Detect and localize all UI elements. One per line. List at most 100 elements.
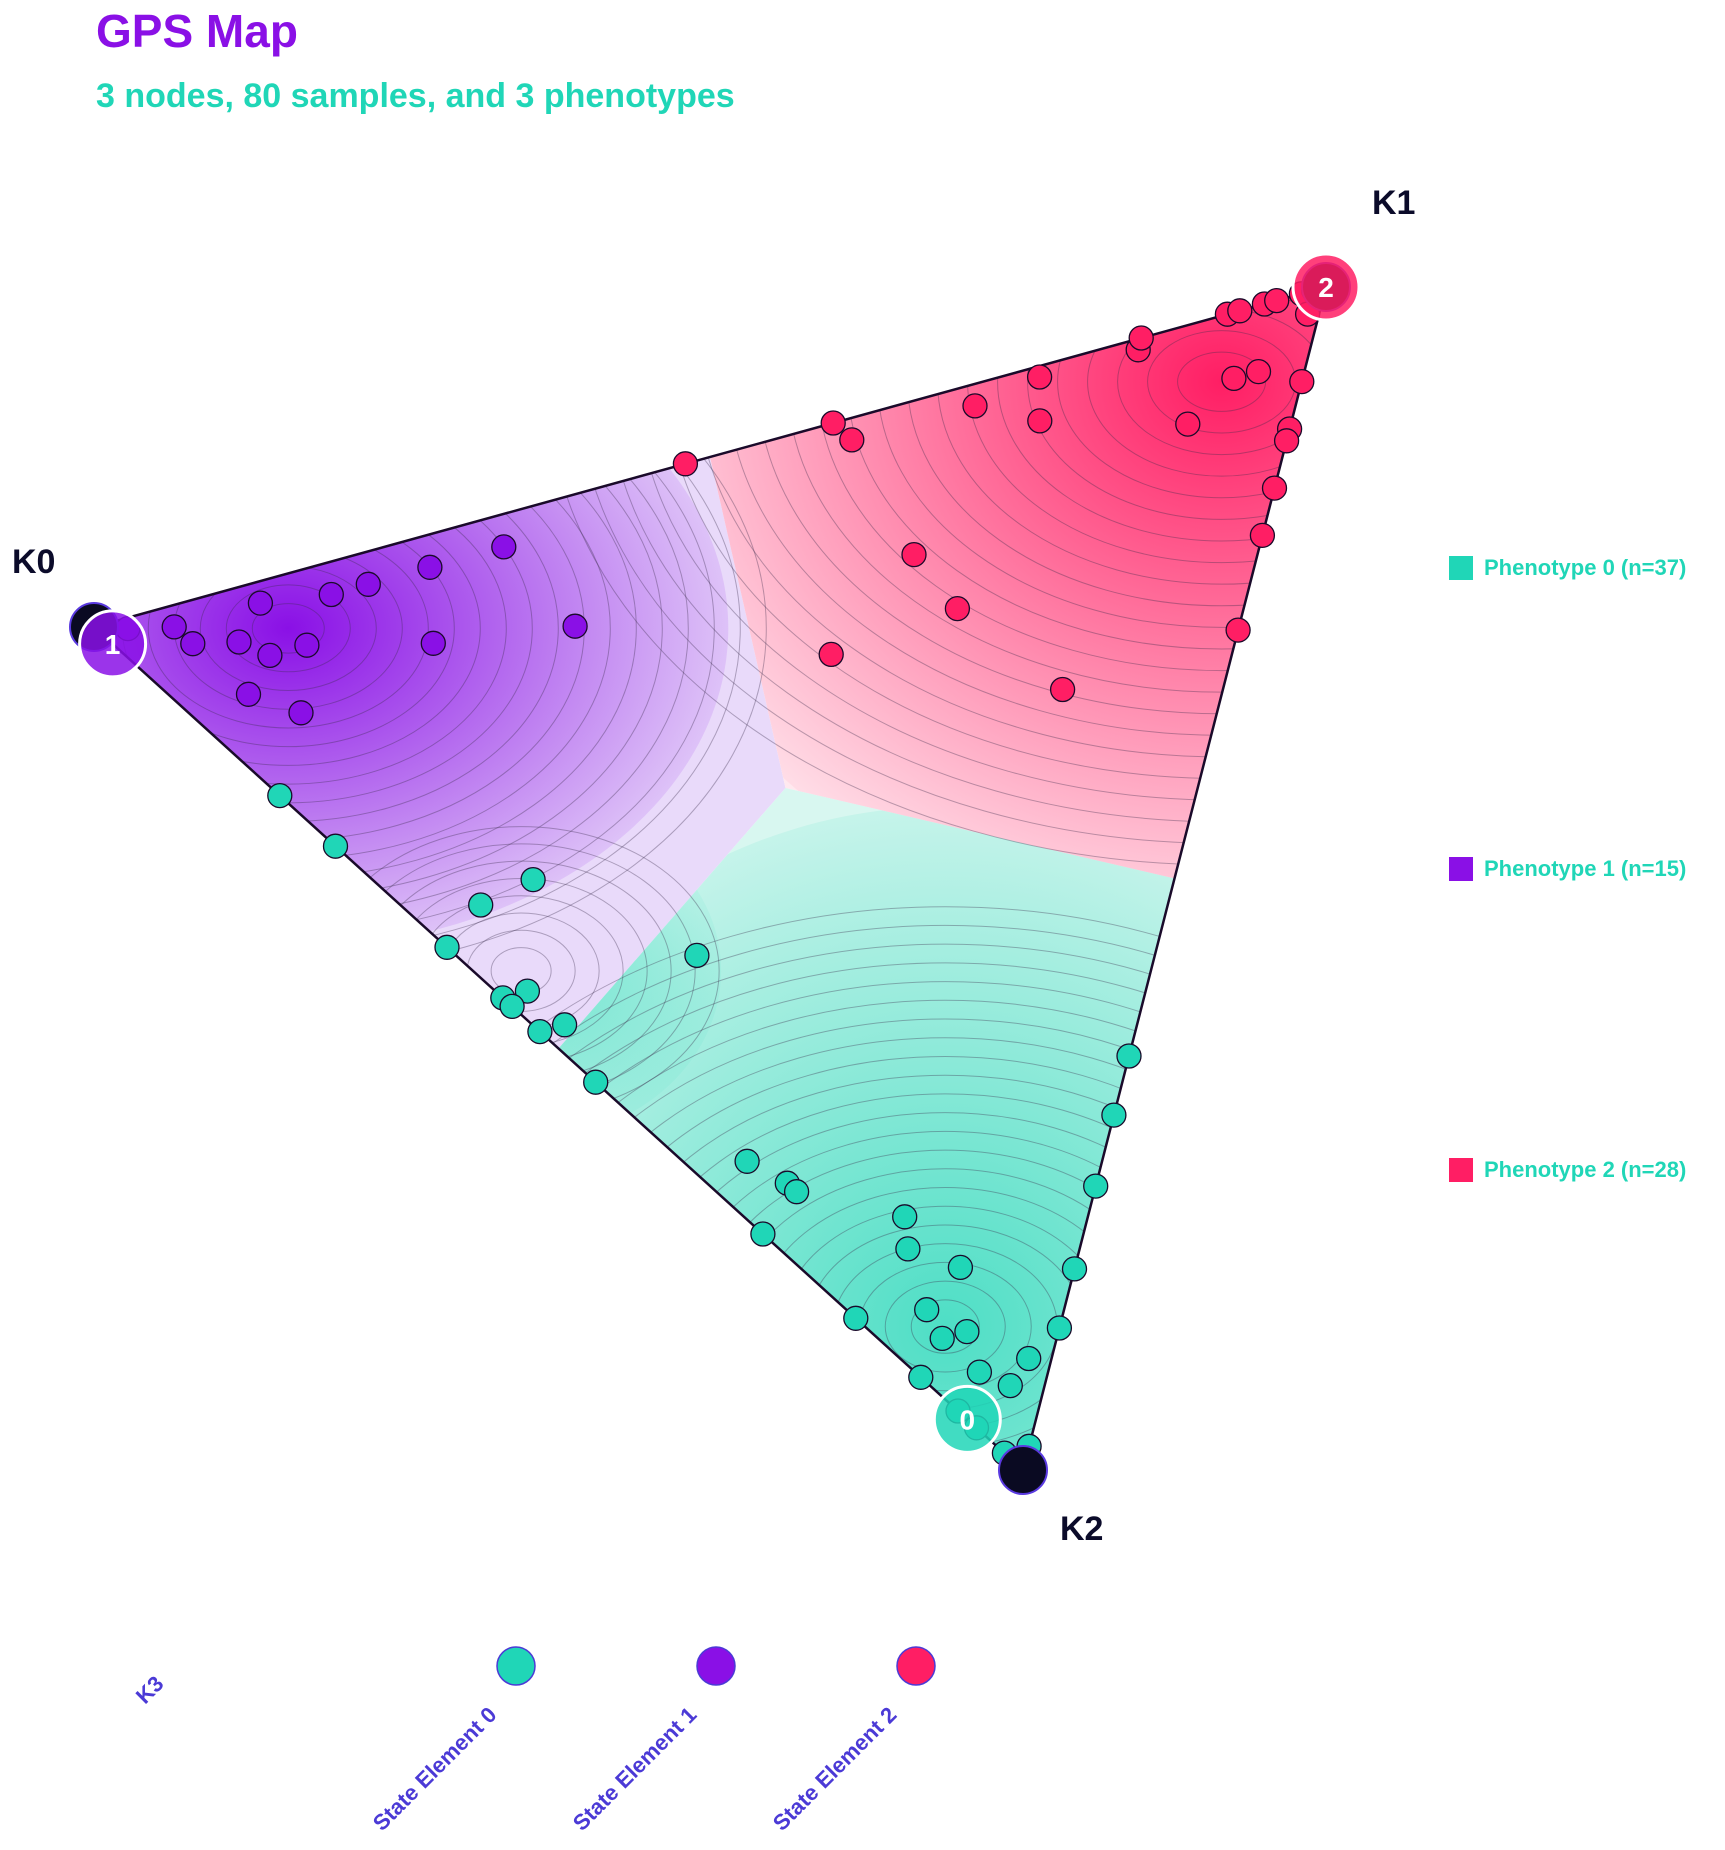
state-legend-title: K3 (131, 1671, 169, 1709)
sample-point-phenotype-2-19 (1273, 428, 1300, 454)
vertex-label-k1: K1 (1372, 184, 1415, 222)
node-marker-1 (78, 609, 148, 679)
node-label-0: 0 (960, 1404, 976, 1435)
legend-swatch-phenotype-2 (1449, 1158, 1473, 1182)
sample-point-phenotype-2-4 (1027, 408, 1053, 434)
simplex-edges (91, 285, 1328, 1473)
sample-point-phenotype-1-9 (420, 630, 446, 656)
sample-point-phenotype-1-12 (562, 613, 588, 639)
sample-point-phenotype-0-17 (843, 1305, 869, 1331)
sample-point-phenotype-0-18 (895, 1236, 921, 1262)
sample-point-phenotype-2-15 (1175, 411, 1201, 437)
phenotype-legend: Phenotype 0 (n=37) Phenotype 1 (n=15) Ph… (1449, 555, 1686, 1182)
sample-point-phenotype-0-24 (966, 1359, 993, 1385)
sample-point-phenotype-2-24 (944, 595, 971, 622)
contour-phenotype-0-1 (910, 1299, 980, 1354)
sample-point-phenotype-2-1 (820, 410, 846, 436)
legend-label-phenotype-0: Phenotype 0 (n=37) (1484, 555, 1686, 580)
sample-point-phenotype-0-19 (914, 1297, 940, 1323)
glow-group-2 (710, 287, 1326, 879)
node-label-2: 2 (1318, 272, 1334, 303)
sample-point-phenotype-1-7 (355, 571, 381, 597)
sample-point-phenotype-0-14 (783, 1179, 810, 1205)
node-marker-0 (932, 1384, 1002, 1454)
sample-point-phenotype-0-16 (892, 1204, 918, 1230)
sample-point-phenotype-1-2 (180, 631, 206, 657)
sample-point-phenotype-1-13 (288, 700, 314, 726)
chart-subtitle: 3 nodes, 80 samples, and 3 phenotypes (96, 77, 735, 115)
state-element-1-marker (696, 1646, 736, 1686)
contour-phenotype-1-2 (225, 584, 351, 673)
sample-point-phenotype-0-8 (551, 1012, 578, 1038)
node-markers: 1 2 0 (69, 252, 1361, 1495)
sample-point-phenotype-0-27 (1116, 1043, 1142, 1069)
state-element-0-marker (496, 1646, 536, 1686)
state-element-1-label: State Element 1 (568, 1702, 702, 1836)
sample-point-phenotype-1-4 (247, 590, 274, 616)
sample-point-phenotype-0-7 (527, 1018, 553, 1045)
sample-point-phenotype-2-23 (901, 541, 927, 568)
sample-point-phenotype-0-31 (1046, 1315, 1073, 1341)
sample-point-phenotype-2-17 (1289, 368, 1315, 395)
legend-swatch-phenotype-1 (1449, 857, 1473, 881)
sample-point-phenotype-2-3 (962, 393, 988, 419)
sample-point-phenotype-2-7 (1128, 325, 1154, 351)
sample-point-phenotype-0-15 (750, 1221, 776, 1247)
sample-point-phenotype-0-20 (947, 1254, 974, 1281)
legend-label-phenotype-2: Phenotype 2 (n=28) (1484, 1157, 1686, 1182)
sample-point-phenotype-0-9 (583, 1069, 609, 1095)
node-marker-2 (1291, 252, 1361, 322)
sample-point-phenotype-0-21 (954, 1318, 980, 1345)
contour-phenotype-2-7 (997, 287, 1326, 542)
sample-point-phenotype-0-1 (322, 833, 349, 859)
sample-point-phenotype-2-14 (1245, 358, 1272, 385)
sample-point-phenotype-2-2 (839, 427, 865, 453)
sample-point-phenotype-2-26 (1049, 676, 1076, 703)
contour-phenotype-1-1 (251, 603, 325, 654)
sample-point-phenotype-1-11 (491, 534, 517, 560)
simplex-triangle (91, 285, 1328, 1473)
vertex-dot-k2 (998, 1445, 1048, 1495)
sample-point-phenotype-0-22 (908, 1364, 934, 1390)
sample-point-phenotype-1-8 (294, 632, 320, 658)
sample-point-phenotype-0-30 (1061, 1256, 1088, 1282)
sample-point-phenotype-2-11 (1264, 287, 1290, 314)
sample-point-phenotype-1-5 (257, 642, 283, 669)
sample-point-phenotype-0-32 (1016, 1345, 1042, 1372)
sample-point-phenotype-0-12 (734, 1148, 760, 1174)
sample-point-phenotype-0-10 (684, 942, 710, 969)
node-label-1: 1 (105, 629, 121, 660)
sample-point-phenotype-2-20 (1261, 475, 1288, 501)
sample-points (115, 277, 1327, 1471)
sample-point-phenotype-0-0 (267, 782, 293, 809)
legend-swatch-phenotype-0 (1449, 556, 1473, 580)
sample-point-phenotype-0-28 (1101, 1102, 1127, 1128)
sample-point-phenotype-0-5 (514, 978, 541, 1004)
sample-point-phenotype-0-11 (520, 866, 546, 893)
sample-point-phenotype-2-25 (818, 641, 844, 668)
contour-phenotype-2-5 (1057, 287, 1326, 499)
sample-point-phenotype-2-16 (1221, 365, 1247, 392)
sample-point-phenotype-1-3 (226, 629, 252, 655)
sample-point-phenotype-0-23 (929, 1325, 955, 1352)
state-element-legend: K3 State Element 0 State Element 1 State… (131, 1646, 936, 1836)
sample-point-phenotype-2-0 (672, 451, 699, 477)
chart-title: GPS Map (96, 5, 298, 57)
sample-point-phenotype-0-29 (1083, 1173, 1109, 1199)
sample-point-phenotype-1-10 (417, 554, 443, 580)
glow-phenotype-2 (710, 287, 1326, 879)
legend-label-phenotype-1: Phenotype 1 (n=15) (1484, 856, 1686, 881)
sample-point-phenotype-0-2 (468, 892, 494, 918)
vertex-label-k2: K2 (1060, 1510, 1103, 1548)
sample-point-phenotype-0-26 (997, 1372, 1023, 1399)
contour-phenotype-0-2 (884, 1280, 1006, 1373)
sample-point-phenotype-2-21 (1249, 522, 1276, 549)
state-element-2-marker (896, 1646, 936, 1686)
vertex-label-k0: K0 (12, 543, 55, 581)
sample-point-phenotype-2-9 (1227, 298, 1253, 324)
state-element-2-label: State Element 2 (768, 1702, 902, 1836)
sample-point-phenotype-0-3 (434, 934, 460, 960)
